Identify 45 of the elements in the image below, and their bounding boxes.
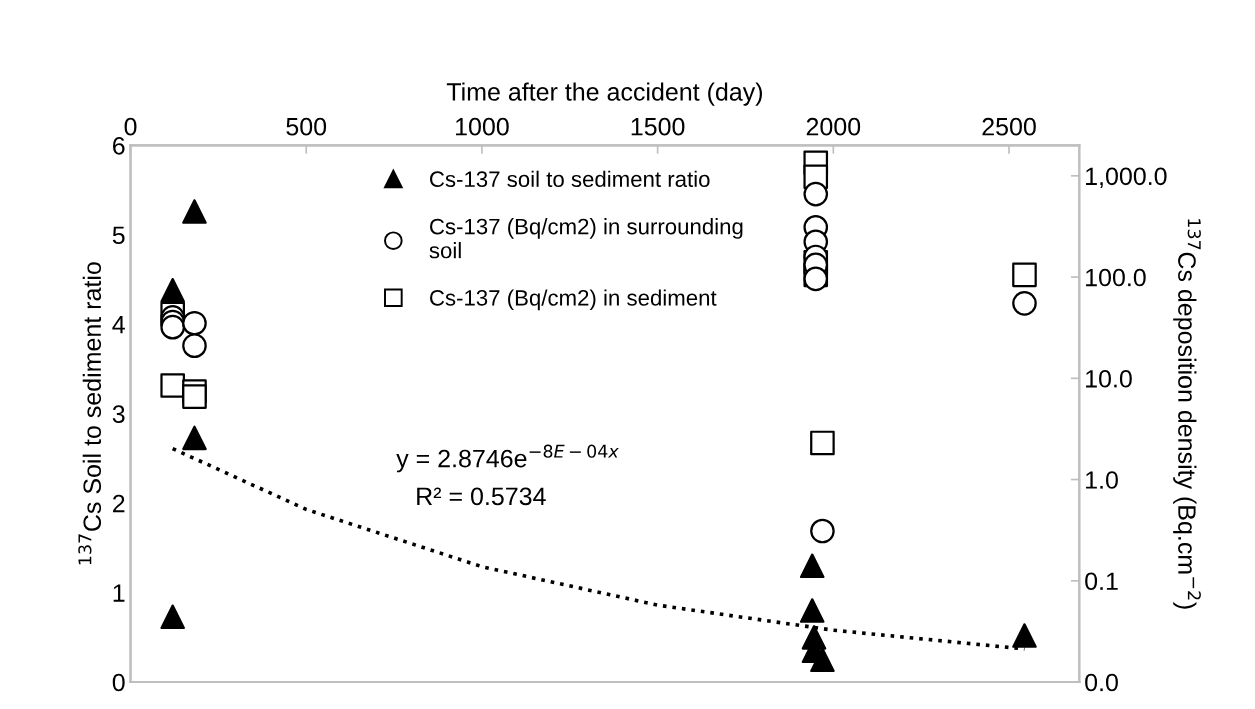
point [160,277,185,303]
x-tick-label: 2500 [982,117,1036,136]
y-tick-label: 1 [113,584,125,602]
point [810,430,835,456]
x-tick-label: 2000 [806,117,861,136]
point [810,518,835,544]
legend-label: Cs-137 soil to sediment ratio [430,170,710,188]
legend-label: Cs-137 (Bq/cm2) in sediment [430,289,717,311]
point [182,333,207,358]
legend-label: Cs-137 (Bq/cm2) in surrounding soil [429,218,743,259]
x-tick-label: 1500 [631,117,685,136]
point [799,598,825,623]
point [1012,291,1037,316]
y-tick-label: 5 [112,226,125,245]
annotation: y = 2.8746e$^{−8E−04x}$ [396,444,619,473]
y2-axis-title: $^{137}$Cs deposition density (Bq.cm$^{−2}$) [1173,219,1201,609]
point [182,425,207,451]
y2-tick-label: 1,000.0 [1086,167,1167,189]
point [160,604,185,630]
point [182,199,207,224]
point [803,181,829,207]
y2-tick-label: 10.0 [1086,369,1132,388]
point [182,384,207,409]
point [160,373,185,398]
y-axis-title: $^{137}$Cs Soil to sediment ratio [78,262,102,565]
y-tick-label: 0 [112,673,125,692]
x-tick-label: 500 [286,117,327,136]
y-tick-label: 2 [113,494,125,513]
y-tick-label: 6 [113,136,125,155]
point [1012,262,1037,288]
y-tick-label: 4 [112,316,125,334]
y2-tick-label: 1.0 [1086,471,1118,489]
point [1012,623,1037,648]
point [810,647,835,672]
y-tick-label: 3 [112,405,125,424]
point [182,310,207,336]
y2-tick-label: 0.1 [1085,572,1118,591]
annotation: R² = 0.5734 [417,487,546,506]
x-axis-title: Time after the accident (day) [446,82,762,106]
point [160,314,185,340]
point [803,266,829,292]
y2-tick-label: 0.0 [1085,673,1118,692]
point [799,553,825,579]
y2-tick-label: 100.0 [1086,268,1146,287]
x-tick-label: 1000 [456,117,509,136]
